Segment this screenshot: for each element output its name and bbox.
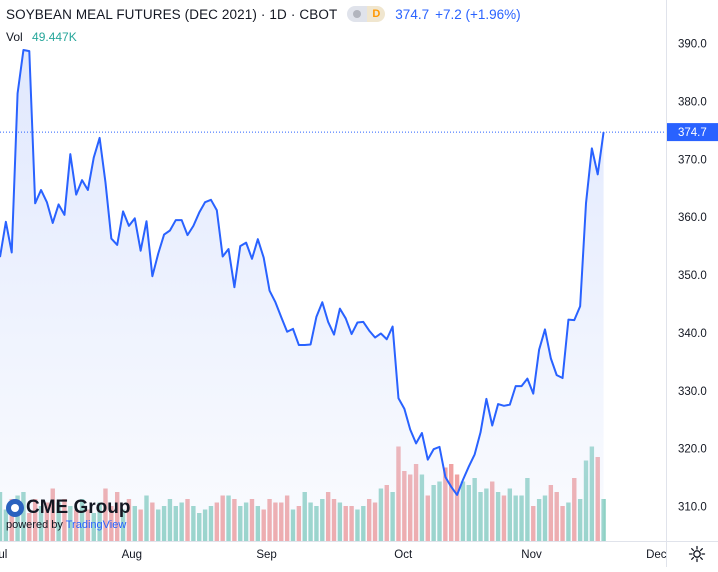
exchange-label: CBOT [299, 6, 338, 22]
x-tick-label: Jul [0, 549, 7, 561]
delayed-badge: D [367, 6, 386, 22]
y-tick-label: 360.0 [678, 212, 707, 224]
last-price-badge-label: 374.7 [678, 127, 707, 139]
last-price-badge [667, 123, 718, 142]
y-tick-label: 350.0 [678, 270, 707, 282]
price-area-fill [0, 49, 604, 542]
powered-by-label: powered by [6, 519, 63, 531]
brand-name: CME Group [26, 497, 131, 518]
y-tick-label: 390.0 [678, 39, 707, 51]
volume-label: Vol [6, 30, 23, 44]
y-tick-label: 380.0 [678, 97, 707, 109]
volume-legend: Vol 49.447K [6, 30, 77, 44]
y-tick-label: 320.0 [678, 444, 707, 456]
x-tick-label: Oct [394, 549, 413, 561]
x-tick-label: Sep [256, 549, 276, 561]
last-price: 374.7 [395, 6, 430, 22]
x-tick-label: Nov [521, 549, 542, 561]
y-tick-label: 370.0 [678, 154, 707, 166]
price-line [0, 48, 605, 496]
y-tick-label: 340.0 [678, 328, 707, 340]
legend-toggle-group[interactable]: D [347, 6, 386, 22]
settings-icon[interactable] [688, 545, 706, 563]
price-change: +7.2 (+1.96%) [435, 6, 521, 22]
cme-group-logo[interactable]: CME Group powered by TradingView [6, 497, 131, 531]
chart-legend-header: SOYBEAN MEAL FUTURES (DEC 2021) · 1D · C… [6, 6, 521, 22]
tradingview-link[interactable]: TradingView [65, 519, 127, 531]
y-tick-label: 310.0 [678, 502, 707, 514]
separator: · [260, 6, 266, 22]
interval-label[interactable]: 1D [269, 6, 287, 22]
symbol-title[interactable]: SOYBEAN MEAL FUTURES (DEC 2021) [6, 6, 257, 22]
y-tick-label: 330.0 [678, 386, 707, 398]
eye-icon[interactable] [347, 6, 368, 22]
x-tick-label: Dec [646, 549, 667, 561]
cme-logo-icon [6, 499, 24, 517]
volume-value: 49.447K [32, 30, 77, 44]
x-tick-label: Aug [122, 549, 142, 561]
separator: · [290, 6, 296, 22]
